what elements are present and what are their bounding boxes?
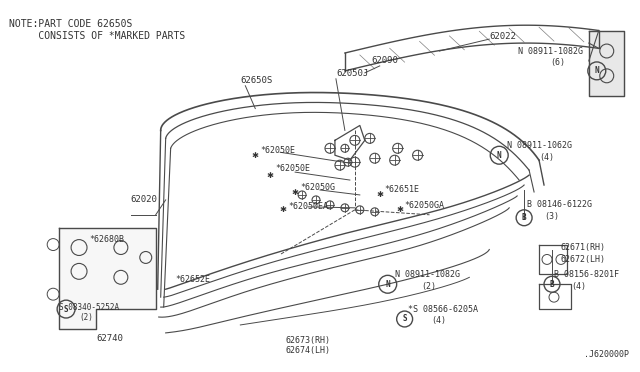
Text: N: N	[595, 66, 599, 76]
Polygon shape	[589, 31, 623, 96]
Text: ✱: ✱	[376, 190, 383, 199]
Text: B 08146-6122G: B 08146-6122G	[527, 201, 592, 209]
Text: 62674(LH): 62674(LH)	[285, 346, 330, 355]
Text: 62050J: 62050J	[336, 69, 368, 78]
Polygon shape	[59, 228, 156, 329]
Text: (2): (2)	[422, 282, 436, 291]
Text: *62680B: *62680B	[89, 235, 124, 244]
Text: ✱: ✱	[396, 205, 403, 214]
Text: *62050EA: *62050EA	[288, 202, 328, 211]
Text: S 08340-5252A: S 08340-5252A	[59, 302, 119, 312]
Text: *62050E: *62050E	[275, 164, 310, 173]
Text: N 08911-1082G: N 08911-1082G	[518, 46, 583, 55]
Text: ✱: ✱	[292, 189, 299, 198]
Text: .J620000P: .J620000P	[584, 350, 628, 359]
Text: *62652E: *62652E	[175, 275, 211, 284]
Text: ✱: ✱	[280, 205, 287, 214]
Text: 62672(LH): 62672(LH)	[561, 255, 606, 264]
Text: NOTE:PART CODE 62650S: NOTE:PART CODE 62650S	[10, 19, 132, 29]
Text: B 08156-8201F: B 08156-8201F	[554, 270, 619, 279]
Text: N: N	[497, 151, 502, 160]
Text: *62050GA: *62050GA	[404, 201, 445, 210]
Text: 62740: 62740	[96, 334, 123, 343]
Text: S: S	[403, 314, 407, 324]
Text: *62651E: *62651E	[385, 186, 420, 195]
Text: ✱: ✱	[252, 151, 259, 160]
Text: 62022: 62022	[489, 32, 516, 41]
Text: 62090: 62090	[372, 57, 399, 65]
Text: B: B	[522, 213, 527, 222]
Text: B: B	[550, 280, 554, 289]
Text: *S 08566-6205A: *S 08566-6205A	[408, 305, 477, 314]
Text: 62020: 62020	[131, 195, 157, 204]
Text: S: S	[64, 305, 68, 314]
Text: 62671(RH): 62671(RH)	[561, 243, 606, 252]
Text: 62650S: 62650S	[241, 76, 273, 85]
Text: (4): (4)	[431, 317, 447, 326]
Text: N: N	[385, 280, 390, 289]
Text: (4): (4)	[571, 282, 586, 291]
Text: N 08911-1082G: N 08911-1082G	[395, 270, 460, 279]
Text: ✱: ✱	[267, 171, 274, 180]
Text: *62050G: *62050G	[300, 183, 335, 192]
Text: 62673(RH): 62673(RH)	[285, 336, 330, 345]
Text: (3): (3)	[544, 212, 559, 221]
Text: (2): (2)	[79, 312, 93, 321]
Text: *62050E: *62050E	[260, 146, 295, 155]
Text: CONSISTS OF *MARKED PARTS: CONSISTS OF *MARKED PARTS	[10, 31, 186, 41]
Text: (4): (4)	[539, 153, 554, 162]
Text: (6): (6)	[550, 58, 565, 67]
Text: N 08911-1062G: N 08911-1062G	[507, 141, 572, 150]
